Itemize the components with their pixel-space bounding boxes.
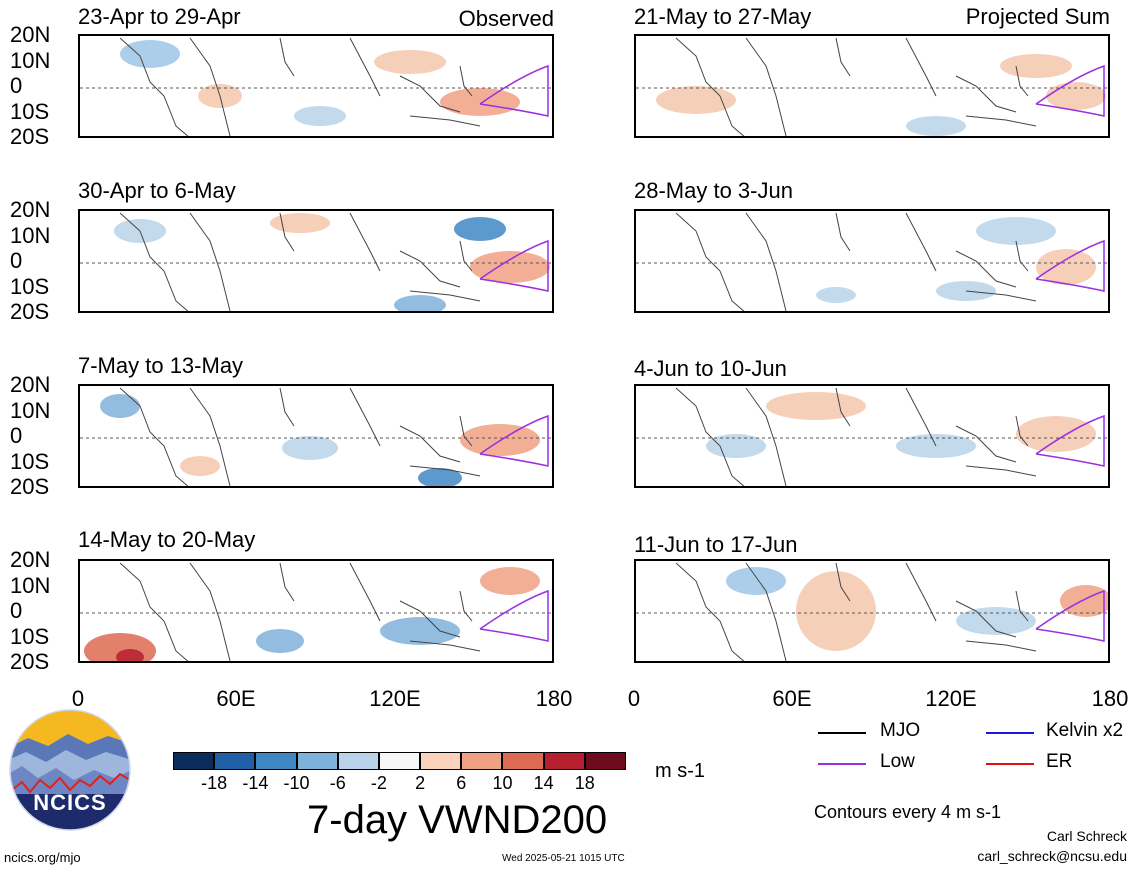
lat-label: 20S	[10, 299, 50, 324]
map-panel-left-3	[78, 384, 554, 488]
lat-label: 20S	[10, 474, 50, 499]
panel-title-left-2: 30-Apr to 6-May	[78, 178, 236, 203]
lat-label: 20N	[10, 22, 51, 47]
map-field	[636, 562, 1108, 661]
colorbar-swatch	[173, 752, 215, 770]
legend-line-mjo	[818, 732, 866, 734]
map-field	[80, 387, 552, 486]
lat-label: 20S	[10, 124, 50, 149]
lat-label: 10S	[10, 98, 50, 124]
colorbar-unit: m s-1	[655, 760, 705, 782]
panel-title-left-1: 23-Apr to 29-Apr	[78, 4, 241, 29]
lat-label: 20N	[10, 372, 51, 397]
panel-title-right-3: 4-Jun to 10-Jun	[634, 356, 787, 381]
site-url: ncics.org/mjo	[4, 850, 81, 865]
xtick-left-180: 180	[535, 686, 573, 711]
legend-label-mjo: MJO	[880, 720, 921, 741]
colorbar-label: 6	[456, 773, 467, 793]
colorbar-swatch	[378, 752, 421, 770]
map-panel-left-2	[78, 209, 554, 313]
colorbar-label: 18	[574, 773, 595, 793]
colorbar-label: -10	[283, 773, 310, 793]
colorbar-swatch	[255, 752, 297, 770]
lat-label: 0	[10, 423, 23, 448]
lat-label: 10N	[10, 47, 51, 73]
panel-title-right-2: 28-May to 3-Jun	[634, 178, 793, 203]
colorbar-swatch	[337, 752, 379, 770]
legend-label-low: Low	[880, 751, 915, 772]
panel-title-right-1: 21-May to 27-May	[634, 4, 812, 29]
projected-label: Projected Sum	[965, 4, 1110, 29]
map-field	[636, 37, 1108, 136]
colorbar-swatch	[502, 752, 544, 770]
panel-title-left-4: 14-May to 20-May	[78, 527, 256, 552]
legend-line-er	[986, 763, 1034, 765]
contour-note: Contours every 4 m s-1	[814, 802, 1002, 822]
map-panel-right-3	[634, 384, 1110, 488]
xtick-right-120: 120E	[925, 686, 977, 711]
map-field	[636, 387, 1108, 486]
colorbar-label: -2	[370, 773, 387, 793]
legend-line-kelvin	[986, 732, 1034, 734]
xtick-left-0: 0	[71, 686, 85, 711]
observed-label: Observed	[458, 6, 554, 31]
colorbar-swatch	[584, 752, 626, 770]
xtick-left-120: 120E	[369, 686, 421, 711]
xtick-left-60: 60E	[216, 686, 256, 711]
legend-label-er: ER	[1046, 751, 1073, 772]
author: Carl Schreck	[1046, 828, 1127, 844]
colorbar-swatch	[543, 752, 585, 770]
lat-label: 0	[10, 598, 23, 623]
map-panel-left-4	[78, 559, 554, 663]
lat-label: 20N	[10, 547, 51, 572]
colorbar-label: 14	[533, 773, 554, 793]
panel-title-left-3: 7-May to 13-May	[78, 353, 244, 378]
ncics-logo: NCICS	[8, 708, 132, 832]
lat-label: 10N	[10, 397, 51, 423]
colorbar-swatch	[296, 752, 338, 770]
map-field	[80, 37, 552, 136]
email: carl_schreck@ncsu.edu	[977, 848, 1127, 864]
map-field	[636, 212, 1108, 311]
map-field	[80, 562, 552, 661]
logo-text: NCICS	[33, 790, 107, 815]
lat-label: 10S	[10, 273, 50, 299]
lat-label: 0	[10, 248, 23, 273]
xtick-right-0: 0	[627, 686, 641, 711]
lat-label: 20N	[10, 197, 51, 222]
lat-label: 10N	[10, 572, 51, 598]
legend-line-low	[818, 763, 866, 765]
colorbar-label: -6	[329, 773, 346, 793]
lat-label: 20S	[10, 649, 50, 674]
colorbar-swatch	[420, 752, 462, 770]
lat-label: 0	[10, 73, 23, 98]
colorbar-swatch	[461, 752, 503, 770]
colorbar-label: -14	[242, 773, 269, 793]
colorbar-label: 2	[415, 773, 426, 793]
map-panel-right-1	[634, 34, 1110, 138]
xtick-right-60: 60E	[772, 686, 812, 711]
map-panel-left-1	[78, 34, 554, 138]
timestamp: Wed 2025-05-21 1015 UTC	[502, 853, 625, 864]
map-field	[80, 212, 552, 311]
map-panel-right-2	[634, 209, 1110, 313]
xtick-right-180: 180	[1091, 686, 1129, 711]
colorbar	[173, 752, 626, 770]
main-title: 7-day VWND200	[307, 798, 608, 842]
lat-label: 10S	[10, 623, 50, 649]
colorbar-label: -18	[201, 773, 228, 793]
lat-label: 10S	[10, 448, 50, 474]
colorbar-swatch	[214, 752, 256, 770]
colorbar-label: 10	[492, 773, 513, 793]
lat-label: 10N	[10, 222, 51, 248]
legend-label-kelvin: Kelvin x2	[1046, 720, 1124, 741]
panel-title-right-4: 11-Jun to 17-Jun	[634, 532, 798, 557]
map-panel-right-4	[634, 559, 1110, 663]
